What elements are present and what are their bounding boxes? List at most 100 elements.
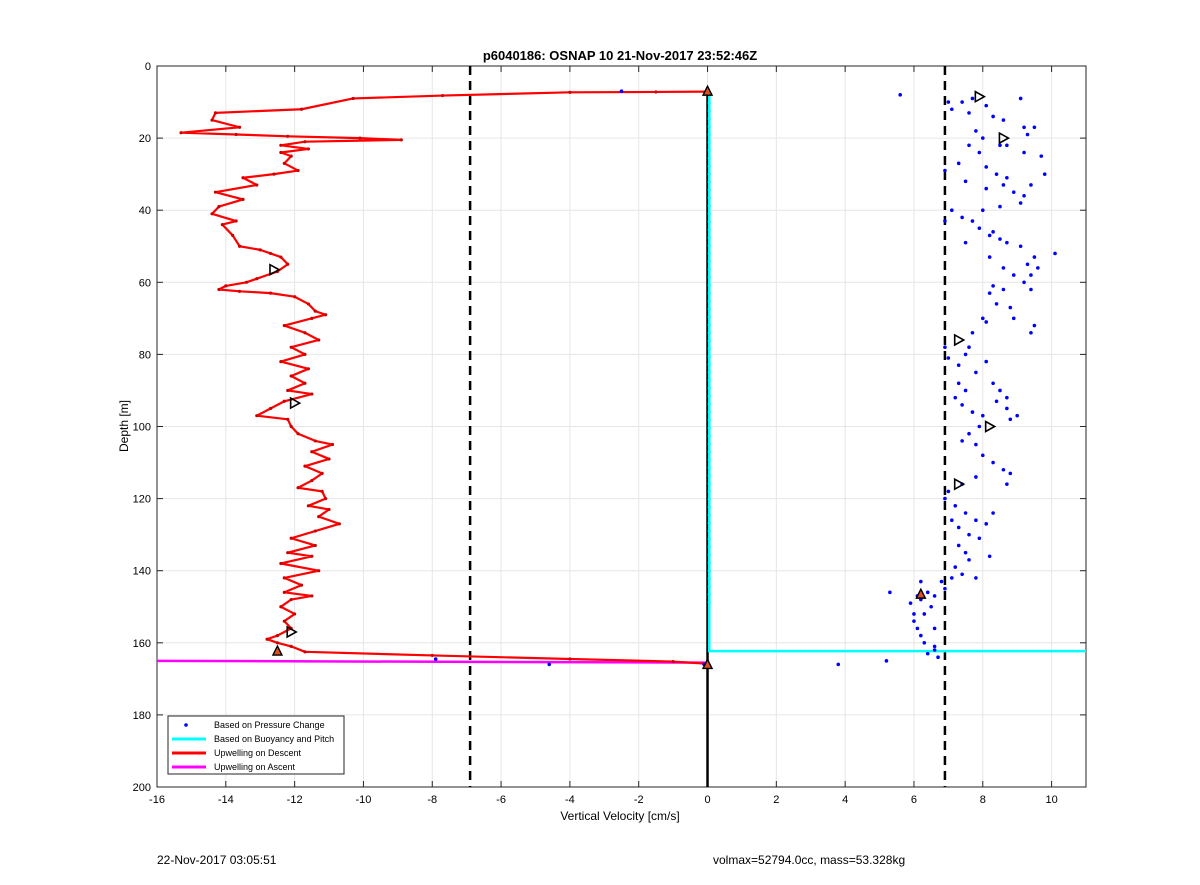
- buoyancy-point: [707, 275, 711, 279]
- pressure-point: [898, 93, 902, 97]
- descent-point: [234, 219, 238, 223]
- buoyancy-point: [707, 521, 711, 525]
- descent-point: [568, 657, 572, 661]
- chart-title: p6040186: OSNAP 10 21-Nov-2017 23:52:46Z: [483, 48, 757, 63]
- descent-point: [179, 131, 183, 135]
- legend-swatch: [184, 723, 188, 727]
- buoyancy-point: [707, 188, 711, 192]
- descent-triangle-marker: [289, 396, 302, 410]
- pressure-point: [1053, 251, 1057, 256]
- pressure-point: [547, 662, 552, 667]
- pressure-point: [956, 525, 961, 530]
- descent-point: [299, 583, 304, 587]
- legend-box: [167, 715, 345, 775]
- descent-point: [258, 248, 262, 252]
- pressure-point: [953, 565, 958, 569]
- legend-label: Based on Buoyancy and Pitch: [214, 734, 334, 744]
- pressure-triangle-marker: [974, 90, 986, 104]
- descent-point: [327, 457, 331, 461]
- filled-triangle-marker: [701, 657, 714, 670]
- pressure-triangle-marker: [998, 131, 1011, 145]
- descent-point: [282, 161, 286, 165]
- descent-point: [303, 381, 307, 385]
- pressure-point: [1005, 482, 1009, 486]
- pressure-point: [932, 648, 937, 652]
- buoyancy-line: [707, 91, 1086, 653]
- x-tick-label: 8: [980, 794, 986, 806]
- pressure-point: [946, 356, 951, 360]
- pressure-point: [974, 129, 978, 133]
- y-tick-label: 160: [133, 638, 151, 650]
- pressure-point: [1039, 154, 1044, 158]
- descent-point: [310, 554, 314, 558]
- descent-point: [286, 417, 290, 421]
- pressure-point: [1001, 287, 1006, 292]
- pressure-point: [980, 136, 985, 140]
- pressure-point: [1001, 183, 1006, 187]
- descent-point: [313, 529, 317, 533]
- pressure-point: [1036, 266, 1040, 270]
- pressure-point: [984, 522, 989, 526]
- descent-point: [265, 637, 269, 641]
- buoyancy-point: [707, 545, 711, 549]
- descent-point: [286, 262, 290, 266]
- descent-point: [306, 367, 310, 371]
- pressure-point: [967, 345, 971, 349]
- pressure-point: [960, 215, 964, 220]
- pressure-point: [980, 316, 985, 321]
- x-tick-label: -6: [496, 794, 506, 806]
- pressure-point: [1032, 323, 1037, 328]
- pressure-point: [974, 442, 978, 447]
- buoyancy-point: [707, 473, 711, 478]
- pressure-point: [953, 395, 958, 400]
- descent-point: [289, 154, 293, 158]
- x-tick-label: -14: [218, 794, 234, 806]
- descent-point: [220, 223, 224, 227]
- descent-point: [310, 392, 314, 396]
- descent-point: [289, 536, 293, 540]
- pressure-point: [970, 330, 975, 335]
- descent-point: [330, 442, 335, 447]
- filled-triangle-marker: [701, 84, 714, 96]
- buoyancy-point: [707, 354, 711, 359]
- descent-point: [237, 289, 242, 293]
- pressure-point: [956, 363, 961, 368]
- x-tick-label: -10: [355, 794, 371, 806]
- pressure-point: [1005, 143, 1009, 148]
- pressure-point: [932, 594, 937, 598]
- pressure-triangle-marker: [953, 477, 966, 491]
- pressure-point: [967, 558, 971, 562]
- pressure-point: [998, 237, 1002, 241]
- buoyancy-point: [707, 243, 711, 248]
- pressure-point: [922, 612, 927, 616]
- descent-triangle-marker: [286, 625, 298, 639]
- buoyancy-point: [707, 132, 711, 137]
- descent-point: [279, 255, 283, 259]
- pressure-point: [963, 550, 968, 555]
- buoyancy-point: [707, 109, 711, 113]
- descent-point: [279, 605, 283, 609]
- buoyancy-point: [707, 561, 711, 565]
- descent-point: [275, 633, 280, 638]
- pressure-point: [943, 345, 947, 349]
- descent-point: [313, 543, 317, 548]
- descent-point: [286, 134, 290, 138]
- pressure-point: [922, 641, 927, 645]
- pressure-point: [1001, 266, 1006, 270]
- y-tick-label: 200: [133, 782, 151, 794]
- pressure-point: [1018, 201, 1023, 205]
- pressure-point: [998, 143, 1002, 148]
- pressure-point: [963, 240, 968, 245]
- buoyancy-point: [707, 228, 711, 232]
- x-axis-label: Vertical Velocity [cm/s]: [560, 809, 679, 823]
- pressure-point: [946, 489, 951, 494]
- legend-label: Upwelling on Ascent: [214, 762, 296, 772]
- legend: Based on Pressure Change Based on Buoyanc…: [167, 715, 345, 775]
- descent-point: [241, 176, 245, 180]
- descent-point: [244, 280, 249, 284]
- pressure-point: [932, 626, 937, 631]
- pressure-point: [1025, 262, 1030, 267]
- pressure-point: [619, 89, 624, 94]
- y-tick-label: 20: [139, 133, 151, 145]
- pressure-point: [980, 413, 985, 418]
